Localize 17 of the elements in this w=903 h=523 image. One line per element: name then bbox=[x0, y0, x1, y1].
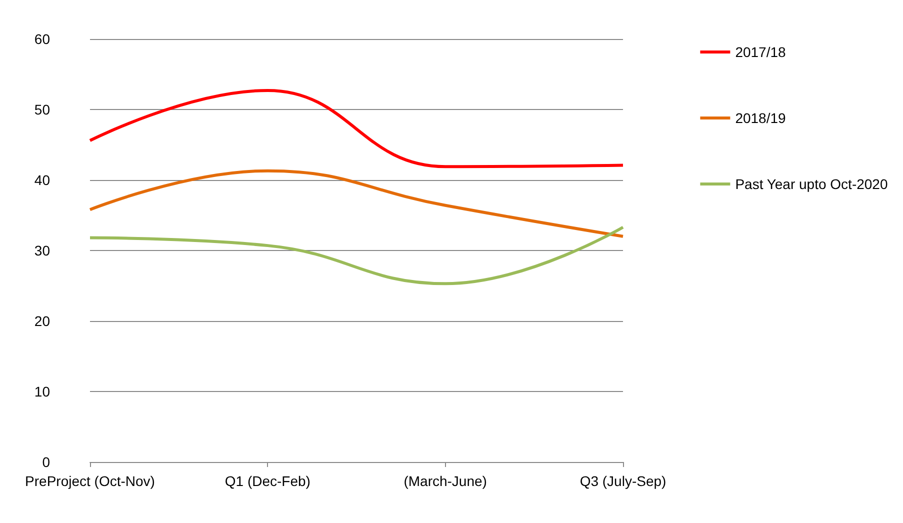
legend-label: 2018/19 bbox=[735, 110, 786, 126]
y-tick-label: 50 bbox=[34, 102, 50, 118]
y-tick-label: 10 bbox=[34, 384, 50, 400]
legend-label: Past Year upto Oct-2020 bbox=[735, 176, 888, 192]
line-series bbox=[88, 169, 624, 238]
line-series bbox=[88, 226, 624, 286]
y-tick-label: 0 bbox=[42, 454, 50, 470]
line-series bbox=[88, 88, 624, 168]
x-tick-label: (March-June) bbox=[404, 473, 487, 489]
x-tick-label: Q1 (Dec-Feb) bbox=[224, 473, 310, 489]
y-tick-label: 30 bbox=[34, 242, 50, 258]
y-tick-label: 40 bbox=[34, 172, 50, 188]
x-tick-label: Q3 (July-Sep) bbox=[580, 473, 666, 489]
y-tick-label: 20 bbox=[34, 313, 50, 329]
x-tick-label: PreProject (Oct-Nov) bbox=[25, 473, 155, 489]
legend-label: 2017/18 bbox=[735, 44, 786, 60]
y-tick-label: 60 bbox=[34, 31, 50, 47]
